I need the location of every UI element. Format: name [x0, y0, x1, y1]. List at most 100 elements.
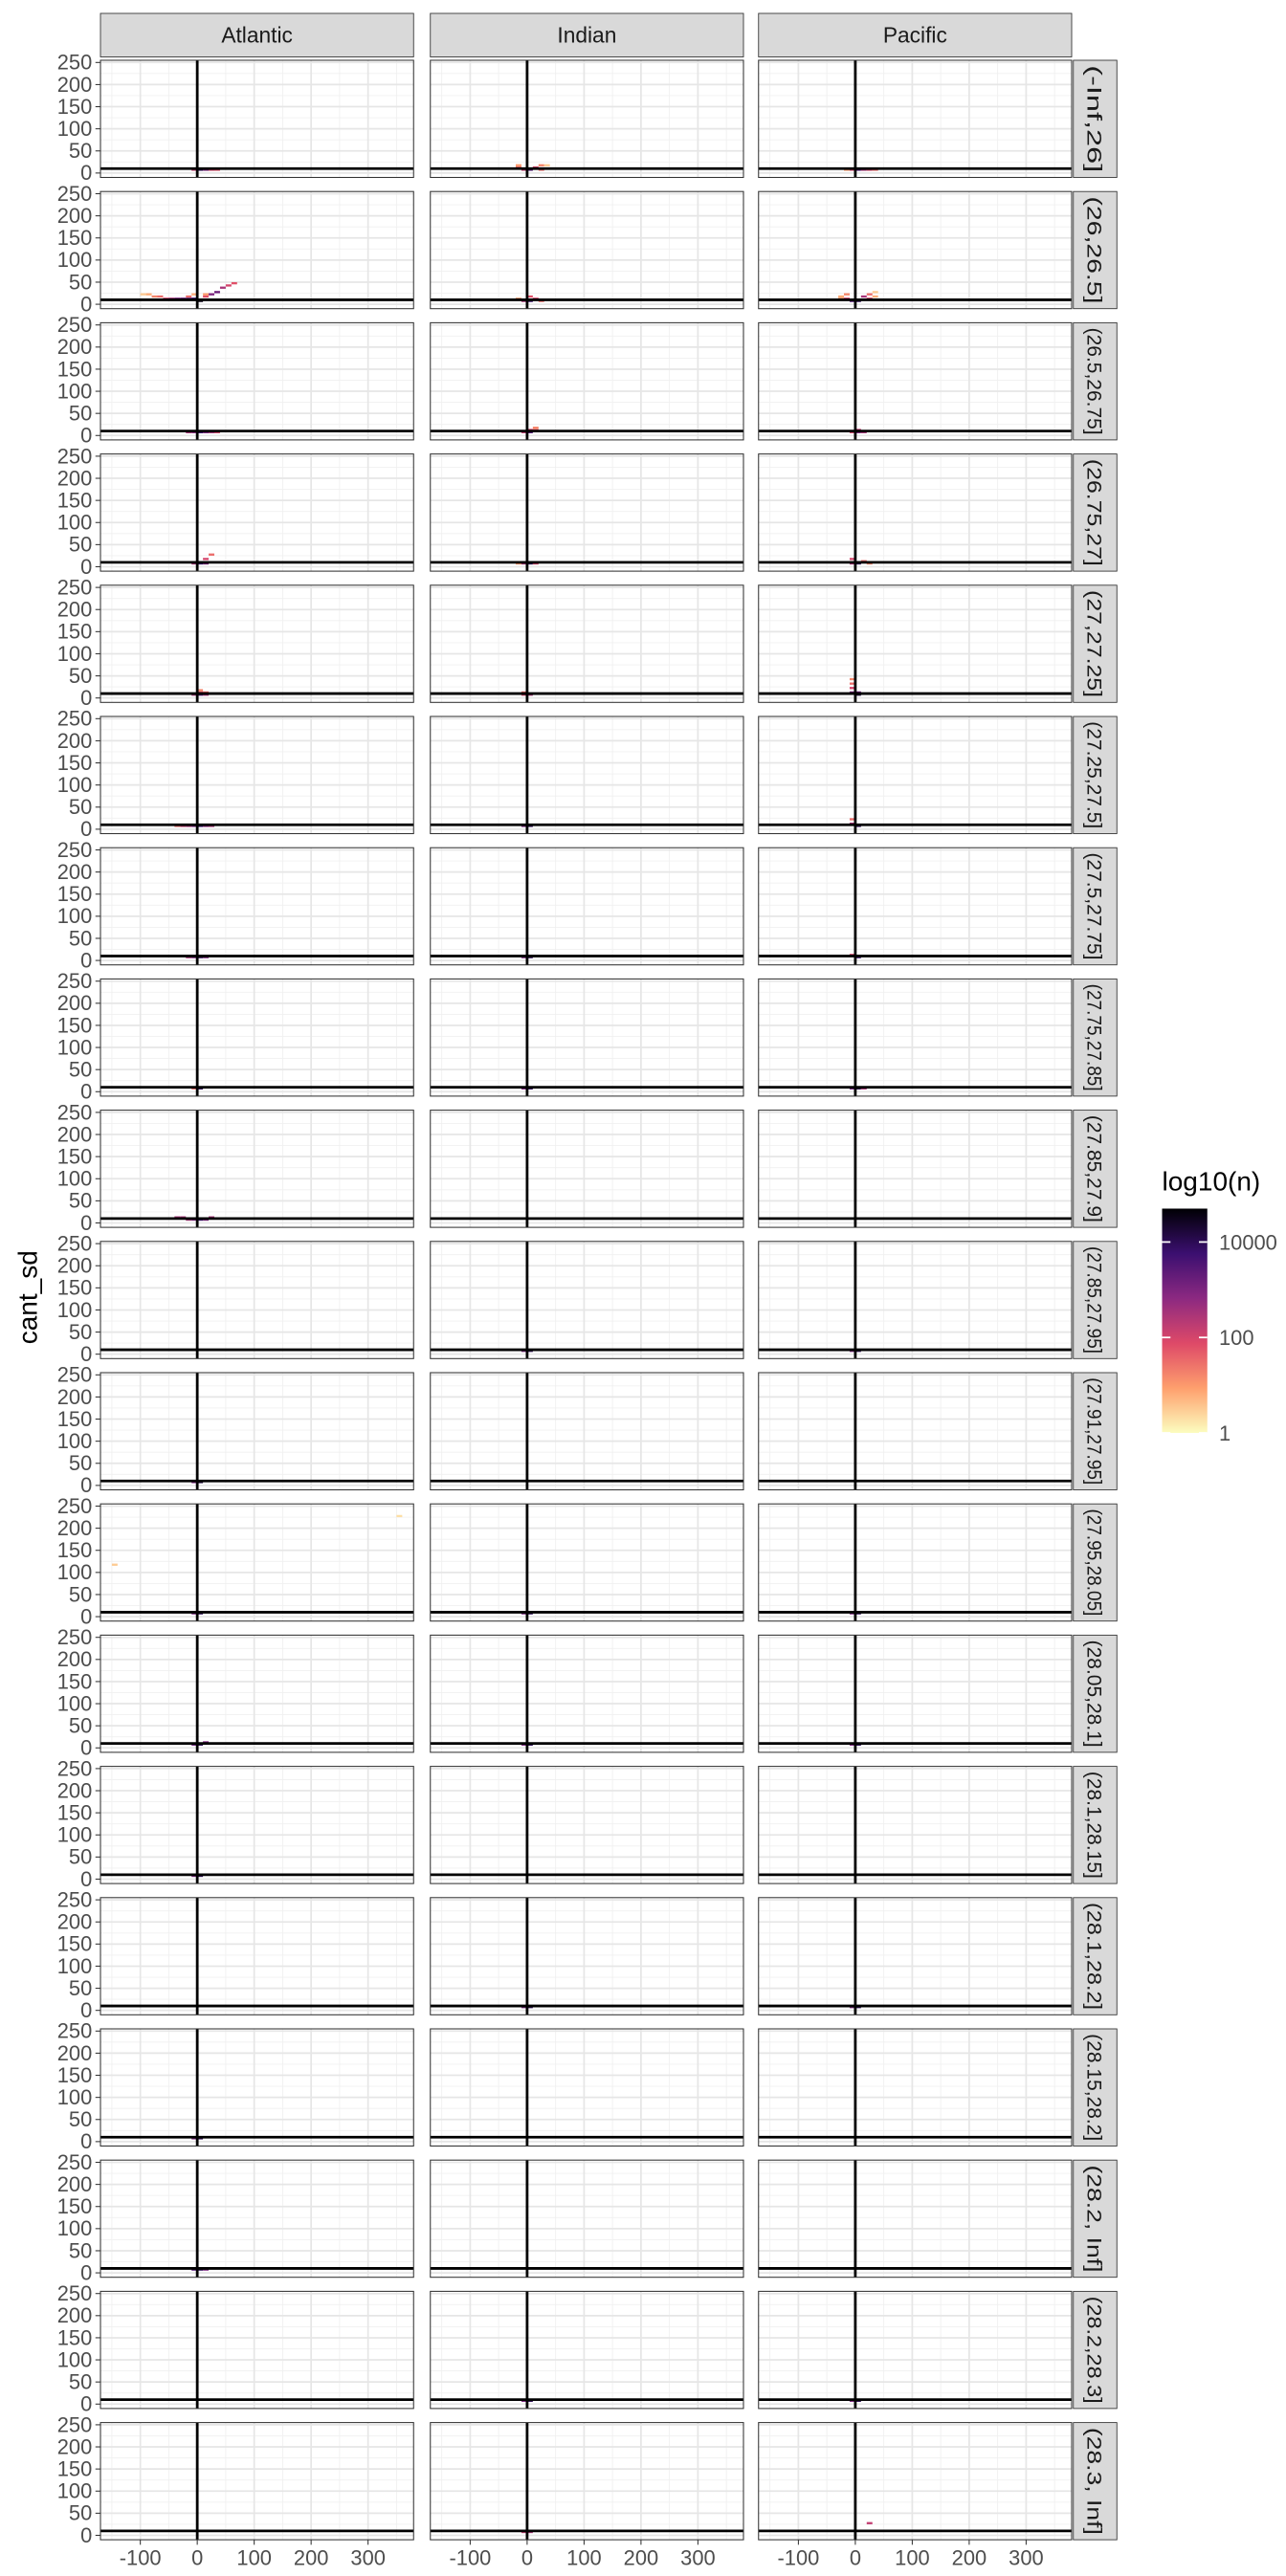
plot-area: Atlantic Indian Pacific050100150200250(-In…: [13, 12, 1277, 2569]
y-tick-label: 250: [57, 2412, 92, 2436]
y-tick-label: 100: [57, 1035, 92, 1059]
panel-background: [758, 1504, 1072, 1621]
y-tick-label: 50: [69, 1189, 92, 1213]
row-strip: [1073, 978, 1118, 1097]
panel-background: [430, 1110, 743, 1228]
panel-background: [430, 2029, 743, 2147]
panel-background: [100, 716, 414, 834]
panel-border: [758, 1110, 1073, 1228]
panel-border: [430, 1110, 744, 1228]
x-tick-label: 100: [236, 2545, 271, 2569]
y-tick-label: 0: [80, 1867, 92, 1891]
y-tick-label: 200: [57, 1778, 92, 1802]
y-tick-label: 250: [57, 51, 92, 75]
heat-cell: [866, 2521, 873, 2524]
panel-background: [100, 2422, 414, 2541]
heat-cell: [111, 1563, 118, 1566]
x-tick-label: 300: [350, 2545, 385, 2569]
heat-cell: [209, 293, 214, 296]
row-strip-label: (27.5,27.75]: [1083, 852, 1105, 959]
y-tick-label: 100: [57, 2479, 92, 2503]
y-tick-label: 150: [57, 2325, 92, 2349]
row-strip: [1073, 1503, 1118, 1622]
panel-background: [758, 60, 1072, 178]
row-strip-label: (28.15,28.2]: [1083, 2034, 1105, 2141]
row-strip-label: (28.2, Inf]: [1083, 2165, 1105, 2272]
y-tick-label: 50: [69, 2501, 92, 2525]
y-tick-label: 150: [57, 1538, 92, 1562]
heat-cell: [860, 295, 867, 298]
panel-border: [758, 716, 1073, 835]
panel-border: [100, 1897, 414, 2015]
y-tick-label: 150: [57, 95, 92, 119]
panel-background: [758, 1373, 1072, 1490]
panel-background: [430, 2160, 743, 2278]
y-tick-label: 250: [57, 575, 92, 599]
legend-title: log10(n): [1163, 1166, 1261, 1196]
x-tick-label: 300: [1009, 2545, 1043, 2569]
heat-cell: [844, 293, 850, 296]
heat-cell: [849, 677, 855, 681]
heat-cell: [526, 295, 533, 298]
heat-cell: [838, 295, 844, 298]
panel-border: [430, 1372, 744, 1491]
panel-background: [758, 2029, 1072, 2147]
panel-background: [758, 716, 1072, 834]
y-tick-label: 250: [57, 182, 92, 206]
heat-cell: [866, 293, 873, 296]
panel-background: [758, 1635, 1072, 1752]
row-strip: [1073, 847, 1118, 966]
panel-border: [758, 59, 1073, 179]
x-tick-label: 200: [294, 2545, 328, 2569]
y-tick-label: 50: [69, 1320, 92, 1344]
column-strip: [758, 12, 1073, 57]
y-tick-label: 200: [57, 1122, 92, 1146]
panel-border: [100, 1503, 414, 1622]
y-tick-label: 100: [57, 1167, 92, 1191]
column-strip-label: Pacific: [883, 23, 947, 48]
panel-border: [100, 2028, 414, 2147]
panel-background: [100, 60, 414, 178]
heat-cell: [145, 293, 152, 296]
y-tick-label: 200: [57, 204, 92, 228]
row-strip-label: (27.85,27.9]: [1083, 1115, 1105, 1222]
heat-cell: [209, 553, 214, 556]
panel-border: [758, 584, 1073, 703]
column-strip-label: Indian: [557, 23, 616, 48]
y-tick-label: 250: [57, 969, 92, 993]
panel-border: [100, 1372, 414, 1491]
row-strip: [1073, 59, 1118, 178]
panel-background: [430, 1241, 743, 1359]
panel-background: [430, 1373, 743, 1490]
y-tick-label: 150: [57, 1800, 92, 1824]
row-strip: [1073, 716, 1118, 834]
row-strip-label: (26.75,27]: [1083, 459, 1105, 566]
panel-background: [430, 1504, 743, 1621]
y-tick-label: 250: [57, 838, 92, 862]
y-tick-label: 0: [80, 2392, 92, 2416]
panel-border: [430, 2159, 744, 2279]
panel-background: [100, 1635, 414, 1752]
y-tick-label: 100: [57, 1429, 92, 1453]
y-tick-label: 150: [57, 1407, 92, 1431]
panel-border: [758, 2290, 1073, 2410]
row-strip: [1073, 2159, 1118, 2279]
y-tick-label: 100: [57, 511, 92, 535]
panel-background: [100, 2291, 414, 2409]
y-tick-label: 0: [80, 817, 92, 841]
y-tick-label: 0: [80, 555, 92, 579]
heat-cell: [849, 558, 855, 561]
y-tick-label: 200: [57, 1516, 92, 1540]
panel-background: [758, 453, 1072, 572]
y-tick-label: 150: [57, 1276, 92, 1300]
y-tick-label: 0: [80, 2129, 92, 2153]
panel-border: [100, 2159, 414, 2279]
y-tick-label: 50: [69, 1976, 92, 2000]
heat-cell: [225, 284, 232, 287]
panel-border: [758, 1503, 1073, 1622]
panel-background: [758, 848, 1072, 965]
row-strip: [1073, 1634, 1118, 1753]
y-tick-label: 250: [57, 707, 92, 731]
row-strip-label: (27.75,27.85]: [1083, 984, 1105, 1091]
panel-background: [100, 1897, 414, 2015]
